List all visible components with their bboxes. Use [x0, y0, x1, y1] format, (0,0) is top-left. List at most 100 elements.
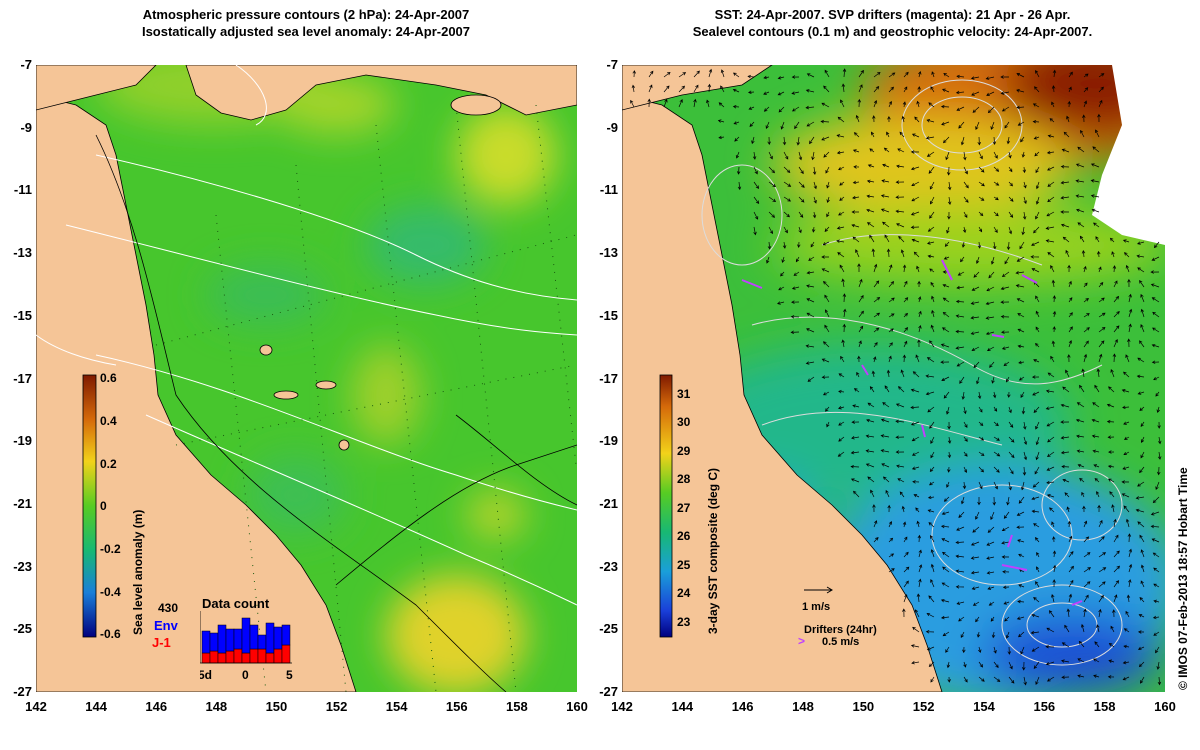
- velocity-arrow: [1126, 594, 1131, 603]
- velocity-arrow: [925, 374, 935, 378]
- velocity-arrow: [1061, 464, 1070, 469]
- velocity-arrow: [903, 71, 909, 78]
- velocity-arrow: [1122, 676, 1130, 681]
- velocity-arrow: [1139, 280, 1145, 288]
- velocity-arrow: [796, 136, 800, 146]
- velocity-arrow: [763, 106, 770, 112]
- velocity-arrow: [888, 342, 893, 348]
- velocity-arrow: [882, 163, 890, 168]
- velocity-arrow: [910, 211, 920, 216]
- velocity-arrow: [752, 151, 757, 160]
- velocity-arrow: [1000, 91, 1010, 95]
- y-tick-label: -21: [13, 495, 32, 511]
- velocity-arrow: [821, 358, 830, 363]
- velocity-arrow: [873, 327, 880, 333]
- x-tick-label: 150: [265, 699, 288, 714]
- velocity-arrow: [1108, 386, 1115, 393]
- velocity-arrow: [975, 256, 980, 264]
- velocity-arrow: [767, 241, 772, 250]
- velocity-arrow: [1031, 268, 1040, 273]
- velocity-arrow: [1060, 223, 1070, 228]
- velocity-arrow: [895, 195, 905, 199]
- velocity-arrow: [926, 119, 935, 123]
- velocity-arrow: [806, 328, 815, 333]
- velocity-arrow: [990, 616, 995, 622]
- velocity-arrow: [630, 99, 635, 108]
- velocity-arrow: [978, 226, 983, 233]
- velocity-arrow: [985, 301, 995, 306]
- velocity-arrow: [940, 343, 950, 348]
- velocity-arrow: [955, 299, 965, 304]
- velocity-arrow: [1122, 239, 1130, 243]
- velocity-arrow: [1093, 222, 1100, 228]
- velocity-arrow: [1021, 406, 1026, 415]
- left-map-panel[interactable]: [36, 65, 577, 692]
- velocity-arrow: [902, 521, 907, 528]
- velocity-arrow: [947, 196, 952, 206]
- y-tick-label: -27: [599, 684, 618, 699]
- velocity-arrow: [790, 330, 800, 335]
- velocity-arrow: [1032, 481, 1040, 488]
- velocity-arrow: [1107, 464, 1115, 469]
- velocity-arrow: [1045, 389, 1055, 393]
- velocity-arrow: [885, 489, 890, 498]
- velocity-arrow: [1093, 464, 1100, 468]
- velocity-arrow: [978, 166, 985, 173]
- velocity-arrow: [1155, 481, 1160, 490]
- dc-xtick-1: 0: [242, 668, 249, 682]
- j1-bar: [281, 644, 291, 664]
- velocity-arrow: [821, 268, 830, 273]
- velocity-arrow: [1052, 69, 1057, 78]
- velocity-arrow: [873, 536, 879, 543]
- velocity-arrow: [1035, 211, 1040, 220]
- velocity-arrow: [1032, 119, 1040, 124]
- x-tick-label: 148: [792, 699, 814, 714]
- velocity-arrow: [986, 541, 995, 546]
- velocity-arrow: [811, 226, 816, 233]
- velocity-arrow: [678, 99, 683, 108]
- velocity-arrow: [782, 241, 787, 249]
- velocity-arrow: [1107, 435, 1115, 439]
- velocity-arrow: [1151, 297, 1160, 303]
- velocity-arrow: [836, 226, 845, 230]
- right-map-panel[interactable]: 1 m/s Drifters (24hr) > 0.5 m/s: [622, 65, 1165, 692]
- velocity-arrow: [1060, 436, 1070, 440]
- velocity-arrow: [1127, 278, 1131, 288]
- velocity-arrow: [663, 98, 668, 108]
- velocity-arrow: [1036, 566, 1040, 573]
- velocity-arrow: [873, 280, 880, 288]
- velocity-arrow: [708, 68, 713, 78]
- velocity-arrow: [928, 102, 935, 108]
- velocity-arrow: [916, 593, 921, 603]
- velocity-arrow: [805, 344, 815, 348]
- velocity-arrow: [963, 211, 968, 219]
- right-cb-tick-1: 30: [677, 415, 691, 429]
- velocity-arrow: [753, 166, 758, 175]
- velocity-arrow: [1003, 601, 1010, 605]
- velocity-arrow: [1076, 402, 1085, 408]
- velocity-arrow: [822, 391, 830, 396]
- velocity-arrow: [880, 208, 890, 213]
- velocity-arrow: [1031, 646, 1040, 652]
- velocity-arrow: [1035, 451, 1040, 461]
- velocity-arrow: [1075, 194, 1085, 198]
- velocity-arrow: [826, 211, 830, 218]
- velocity-arrow: [963, 181, 969, 189]
- velocity-arrow: [798, 151, 803, 161]
- velocity-arrow: [1032, 103, 1040, 108]
- velocity-arrow: [993, 466, 1000, 473]
- velocity-arrow: [869, 386, 875, 393]
- velocity-arrow: [955, 540, 965, 545]
- right-title-line1: SST: 24-Apr-2007. SVP drifters (magenta)…: [714, 7, 1071, 22]
- velocity-arrow: [1098, 266, 1102, 273]
- velocity-arrow: [873, 100, 878, 108]
- velocity-arrow: [1111, 504, 1115, 513]
- velocity-arrow: [1098, 581, 1106, 588]
- velocity-arrow: [977, 136, 982, 146]
- j1-bar: [249, 648, 259, 664]
- velocity-arrow: [783, 196, 792, 202]
- velocity-arrow: [791, 106, 800, 112]
- velocity-arrow: [1060, 450, 1070, 455]
- velocity-arrow: [783, 151, 789, 160]
- velocity-arrow: [1123, 371, 1130, 378]
